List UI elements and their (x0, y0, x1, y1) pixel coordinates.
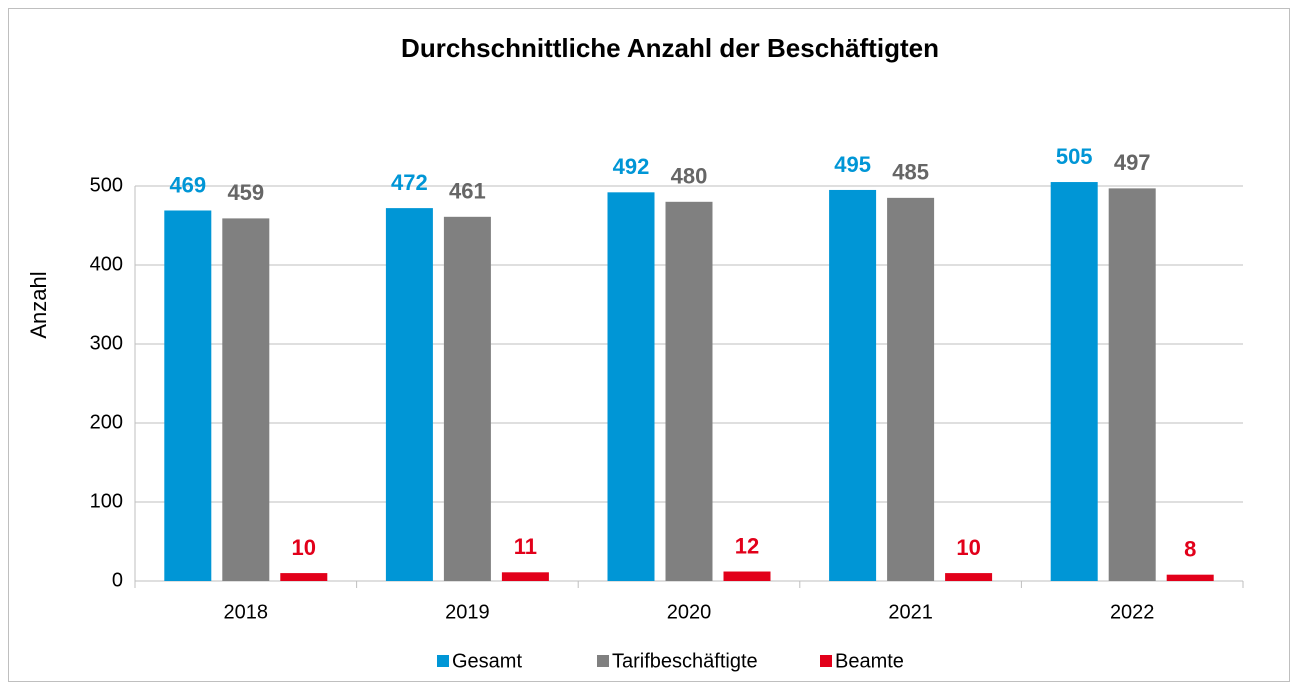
data-label: 472 (391, 170, 428, 195)
bar (501, 572, 549, 581)
data-label: 10 (292, 535, 316, 560)
y-tick-label: 500 (90, 174, 123, 196)
bar (280, 573, 328, 581)
bar (723, 571, 771, 581)
data-label: 495 (834, 152, 871, 177)
bar (665, 201, 713, 582)
data-label: 497 (1114, 150, 1151, 175)
x-tick-label: 2022 (1110, 601, 1155, 623)
y-tick-label: 400 (90, 253, 123, 275)
y-tick-label: 200 (90, 411, 123, 433)
x-tick-label: 2020 (667, 601, 712, 623)
legend-swatch (437, 655, 449, 667)
data-label: 480 (671, 164, 708, 189)
bar (945, 573, 993, 581)
chart-title: Durchschnittliche Anzahl der Beschäftigt… (401, 33, 939, 63)
data-label: 12 (735, 533, 759, 558)
data-label: 469 (169, 172, 206, 197)
bar (443, 216, 491, 581)
legend-label: Gesamt (452, 650, 522, 672)
data-label: 461 (449, 179, 486, 204)
y-tick-label: 0 (112, 569, 123, 591)
bar (829, 189, 877, 581)
legend-label: Beamte (835, 650, 904, 672)
x-tick-label: 2021 (888, 601, 933, 623)
y-tick-label: 300 (90, 332, 123, 354)
bar (1166, 574, 1214, 581)
y-axis-title: Anzahl (26, 271, 51, 338)
data-label: 485 (892, 160, 929, 185)
bar (607, 192, 655, 581)
bar (164, 210, 212, 582)
data-label: 505 (1056, 144, 1093, 169)
x-tick-label: 2019 (445, 601, 490, 623)
data-label: 11 (514, 534, 537, 559)
bar (222, 218, 270, 581)
bar (385, 208, 433, 581)
x-tick-label: 2018 (224, 601, 269, 623)
legend-label: Tarifbeschäftigte (612, 650, 758, 672)
data-label: 8 (1184, 536, 1196, 561)
bar (1108, 188, 1156, 581)
data-label: 492 (613, 154, 650, 179)
data-label: 459 (227, 180, 264, 205)
bar (1050, 182, 1098, 582)
legend-swatch (597, 655, 609, 667)
y-tick-label: 100 (90, 490, 123, 512)
bar (887, 197, 935, 581)
legend-swatch (820, 655, 832, 667)
data-label: 10 (956, 535, 980, 560)
